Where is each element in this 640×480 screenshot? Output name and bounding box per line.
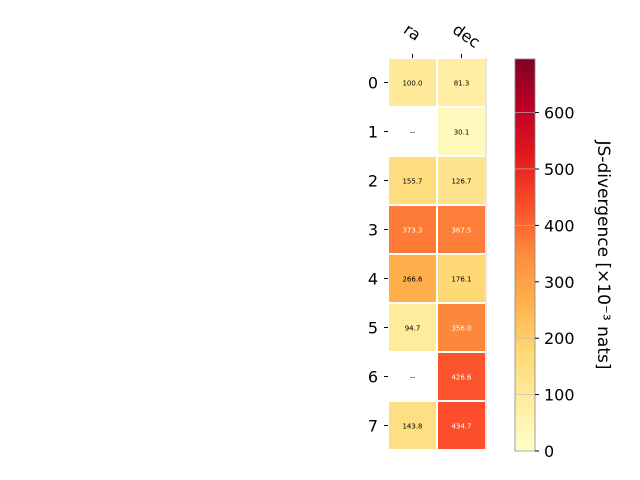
column-label: ra — [400, 20, 424, 45]
heatmap-cell — [389, 157, 436, 204]
cell-value-label: 266.6 — [402, 276, 423, 284]
row-label: 4 — [368, 270, 378, 289]
row-label: 5 — [368, 319, 378, 338]
heatmap-cell — [389, 402, 436, 449]
heatmap-cell — [389, 206, 436, 253]
heatmap-cell — [438, 402, 485, 449]
cell-value-label: 94.7 — [405, 325, 421, 333]
heatmap-cell — [438, 353, 485, 400]
colorbar-gradient — [514, 58, 536, 452]
row-label: 2 — [368, 172, 378, 191]
cell-value-label: 155.7 — [402, 178, 422, 186]
row-label: 7 — [368, 417, 378, 436]
heatmap-cell — [438, 108, 485, 155]
heatmap-cell — [389, 59, 436, 106]
heatmap-cell — [438, 255, 485, 302]
heatmap-cell — [438, 157, 485, 204]
colorbar-tick-label: 0 — [544, 442, 554, 461]
colorbar-tick-label: 600 — [544, 104, 575, 123]
heatmap-cell — [438, 59, 485, 106]
colorbar-tick-label: 500 — [544, 160, 575, 179]
cell-value-label: 367.5 — [451, 227, 471, 235]
heatmap-cell — [389, 108, 436, 155]
cell-value-label: 356.0 — [451, 325, 471, 333]
heatmap-cell — [389, 353, 436, 400]
column-axis: ra dec — [400, 20, 484, 58]
colorbar-tick-label: 100 — [544, 386, 575, 405]
cell-value-label: 373.3 — [402, 227, 422, 235]
row-label: 3 — [368, 221, 378, 240]
row-label: 6 — [368, 368, 378, 387]
cell-value-label: 434.7 — [451, 423, 471, 431]
heatmap-cell — [389, 304, 436, 351]
colorbar-tick-label: 400 — [544, 216, 575, 235]
cell-value-label: -- — [410, 129, 416, 137]
cell-value-label: 143.8 — [402, 423, 422, 431]
colorbar-tick-label: 300 — [544, 273, 575, 292]
cell-value-label: -- — [410, 374, 416, 382]
heatmap-cell — [438, 304, 485, 351]
colorbar-tick-label: 200 — [544, 329, 575, 348]
cell-value-label: 176.1 — [451, 276, 471, 284]
row-label: 1 — [368, 123, 378, 142]
heatmap-cells: 100.0 81.3 -- 30.1 155.7 126.7 373.3 367.5 266.6… — [389, 58, 487, 450]
heatmap-cell — [438, 206, 485, 253]
column-label: dec — [449, 20, 483, 52]
cell-value-label: 426.6 — [451, 374, 472, 382]
colorbar-label: JS-divergence [×10⁻³ nats] — [593, 140, 613, 370]
colorbar: 0 100 200 300 400 500 600 — [514, 58, 575, 461]
cell-value-label: 30.1 — [454, 129, 470, 137]
cell-value-label: 100.0 — [402, 80, 422, 88]
row-axis: 0 1 2 3 4 5 6 7 — [368, 74, 388, 436]
cell-value-label: 126.7 — [451, 178, 471, 186]
heatmap-cell — [389, 255, 436, 302]
cell-value-label: 81.3 — [454, 80, 470, 88]
row-label: 0 — [368, 74, 378, 93]
